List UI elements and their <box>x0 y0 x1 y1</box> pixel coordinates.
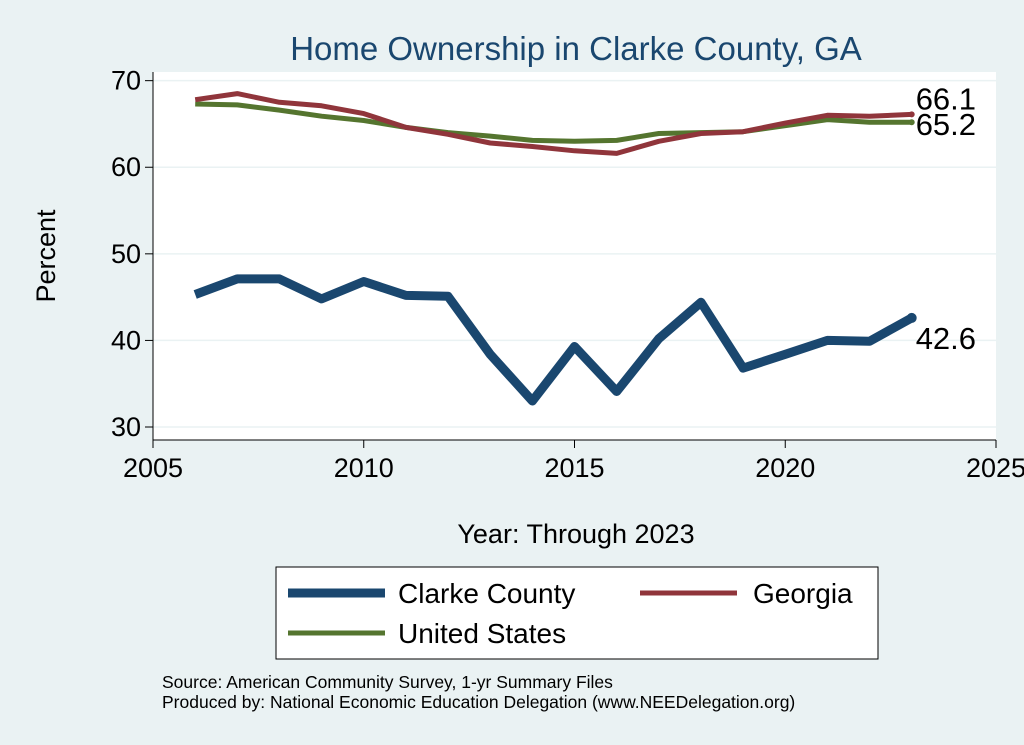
series-lines: 65.266.1 42.6 <box>193 81 976 406</box>
legend-box <box>275 566 879 660</box>
series-end-marker-clarke-county <box>906 312 917 323</box>
x-tick-label: 2015 <box>544 453 604 483</box>
end-label-united-states: 65.2 <box>916 107 976 142</box>
source-note: Source: American Community Survey, 1-yr … <box>162 672 613 692</box>
series-line-clarke-county <box>193 274 914 406</box>
chart-title: Home Ownership in Clarke County, GA <box>290 30 862 67</box>
y-axis-title: Percent <box>31 209 61 303</box>
produced-by-note: Produced by: National Economic Education… <box>162 692 795 712</box>
x-tick-label: 2005 <box>123 453 183 483</box>
series-end-marker-georgia <box>908 111 915 118</box>
y-tick-label: 70 <box>111 66 141 96</box>
y-tick-label: 30 <box>111 412 141 442</box>
series-line-georgia <box>194 91 912 156</box>
plot-area <box>153 72 996 440</box>
x-tick-label: 2020 <box>755 453 815 483</box>
legend: Clarke County Georgia United States <box>275 566 879 660</box>
axes: 30 40 50 60 70 2005 2010 2015 2020 2025 <box>111 66 1024 483</box>
series-end-marker-united-states <box>908 119 915 126</box>
end-label-georgia: 66.1 <box>916 81 976 116</box>
y-tick-label: 60 <box>111 152 141 182</box>
legend-label-united-states: United States <box>398 618 566 649</box>
legend-label-georgia: Georgia <box>753 578 853 609</box>
legend-label-clarke-county: Clarke County <box>398 578 575 609</box>
y-tick-label: 50 <box>111 239 141 269</box>
x-tick-label: 2010 <box>334 453 394 483</box>
x-axis-title: Year: Through 2023 <box>457 519 694 549</box>
end-label-clarke-county: 42.6 <box>916 321 976 356</box>
y-tick-label: 40 <box>111 325 141 355</box>
x-tick-label: 2025 <box>966 453 1024 483</box>
series-line-united-states <box>195 101 912 144</box>
